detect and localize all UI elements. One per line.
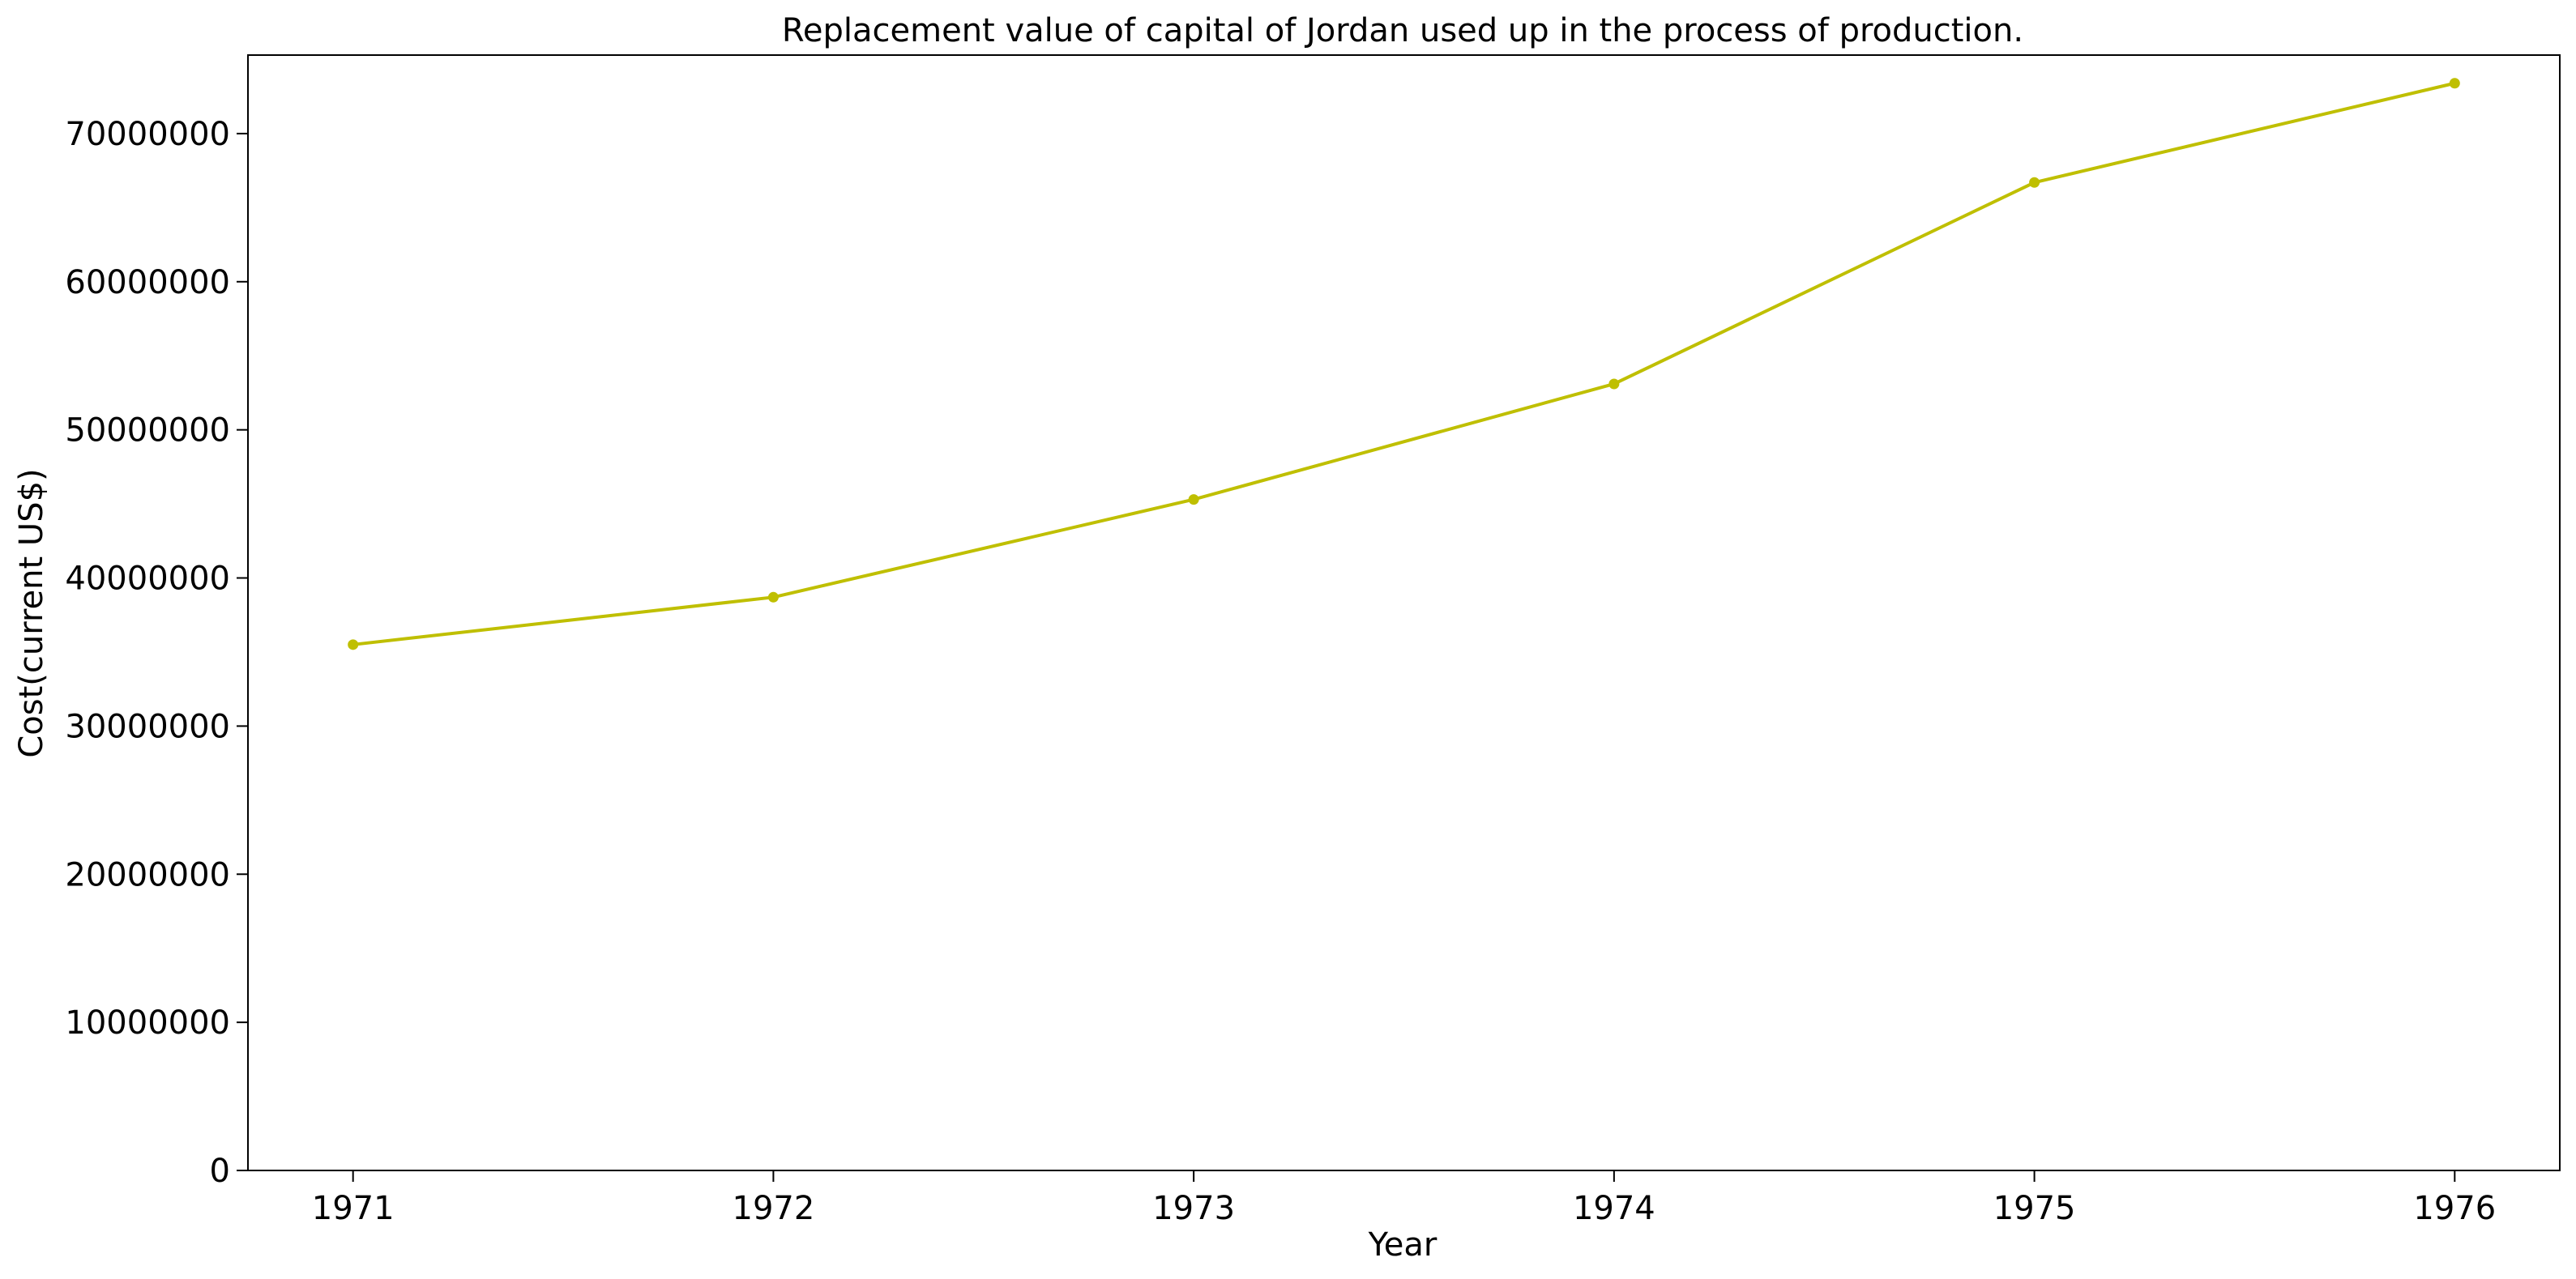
y-tick-label: 40000000 [65,561,230,598]
y-tick-label: 50000000 [65,412,230,450]
series-line [351,81,2457,646]
data-point [2029,177,2040,188]
y-tick-label: 30000000 [65,708,230,745]
y-axis-label: Cost(current US$) [13,468,50,757]
x-axis-label: Year [1368,1226,1438,1264]
chart-title: Replacement value of capital of Jordan u… [782,12,2023,49]
x-tick-label: 1971 [312,1190,395,1227]
x-tick-label: 1973 [1152,1190,1235,1227]
y-tick-label: 70000000 [65,116,230,153]
x-tick-label: 1972 [733,1190,815,1227]
plot-frame [247,54,2561,1171]
x-tick-label: 1975 [1993,1190,2076,1227]
x-tick-label: 1976 [2413,1190,2496,1227]
data-point [1188,494,1199,505]
plot-area: 1971 1972 1973 1974 1975 1976 0 10000000 200000… [65,54,2561,1227]
x-tick-label: 1974 [1573,1190,1655,1227]
data-point [1608,378,1620,390]
data-point [2449,78,2460,89]
series-layer [348,78,2460,650]
x-axis-ticks: 1971 1972 1973 1974 1975 1976 [312,1170,2496,1227]
y-tick-label: 0 [210,1153,230,1190]
y-tick-label: 20000000 [65,856,230,893]
data-point [767,591,779,603]
y-tick-label: 60000000 [65,264,230,301]
y-axis-ticks: 0 10000000 20000000 30000000 40000000 5000000… [65,116,248,1190]
data-point [348,639,359,650]
y-tick-label: 10000000 [65,1004,230,1042]
